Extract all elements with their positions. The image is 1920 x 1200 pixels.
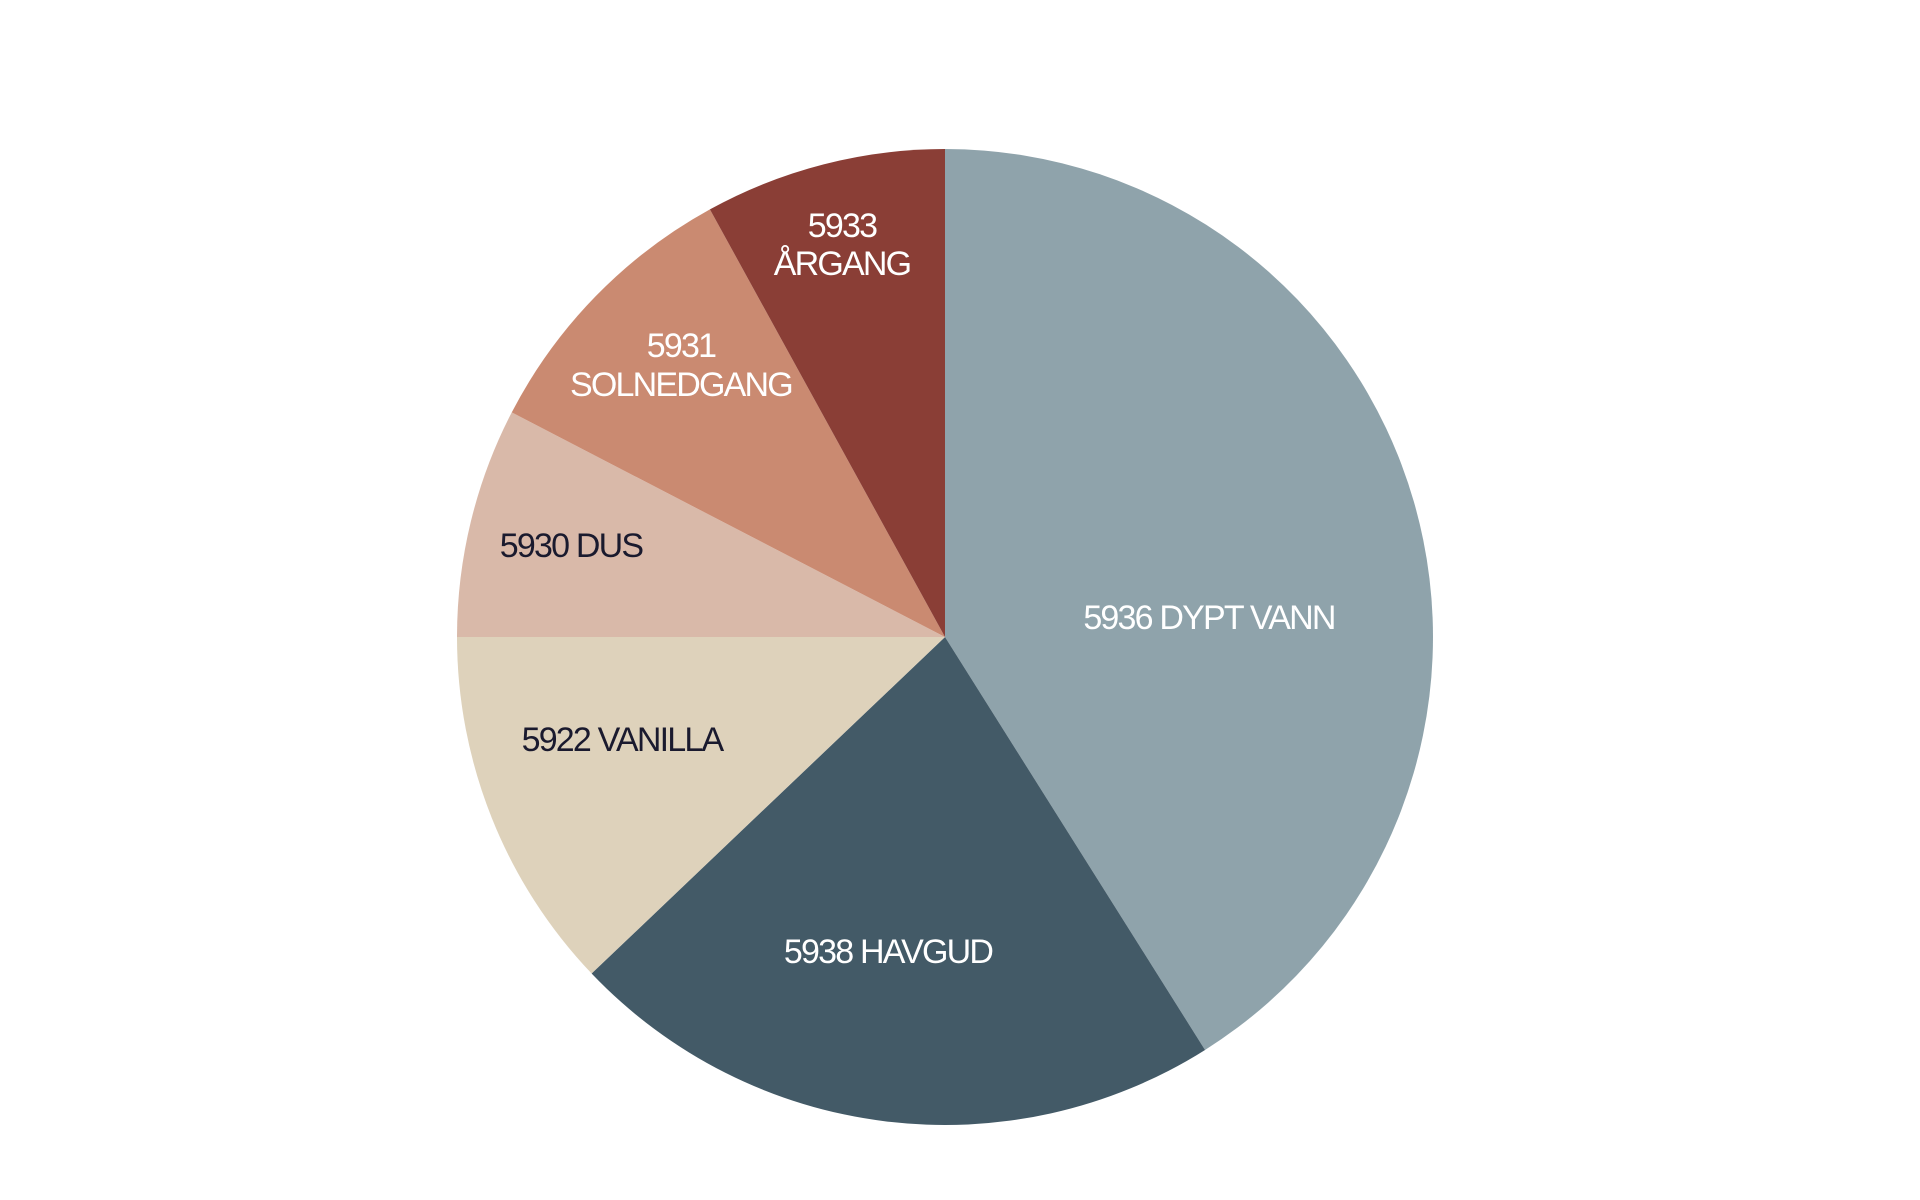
svg-text:5933: 5933 bbox=[808, 207, 877, 245]
svg-text:5931: 5931 bbox=[647, 327, 716, 365]
svg-text:5936 DYPT VANN: 5936 DYPT VANN bbox=[1083, 599, 1334, 637]
svg-text:5938 HAVGUD: 5938 HAVGUD bbox=[784, 933, 992, 971]
svg-text:5930 DUS: 5930 DUS bbox=[500, 527, 644, 565]
svg-text:SOLNEDGANG: SOLNEDGANG bbox=[570, 366, 792, 404]
svg-text:5922 VANILLA: 5922 VANILLA bbox=[522, 721, 725, 759]
svg-text:ÅRGANG: ÅRGANG bbox=[774, 245, 911, 283]
